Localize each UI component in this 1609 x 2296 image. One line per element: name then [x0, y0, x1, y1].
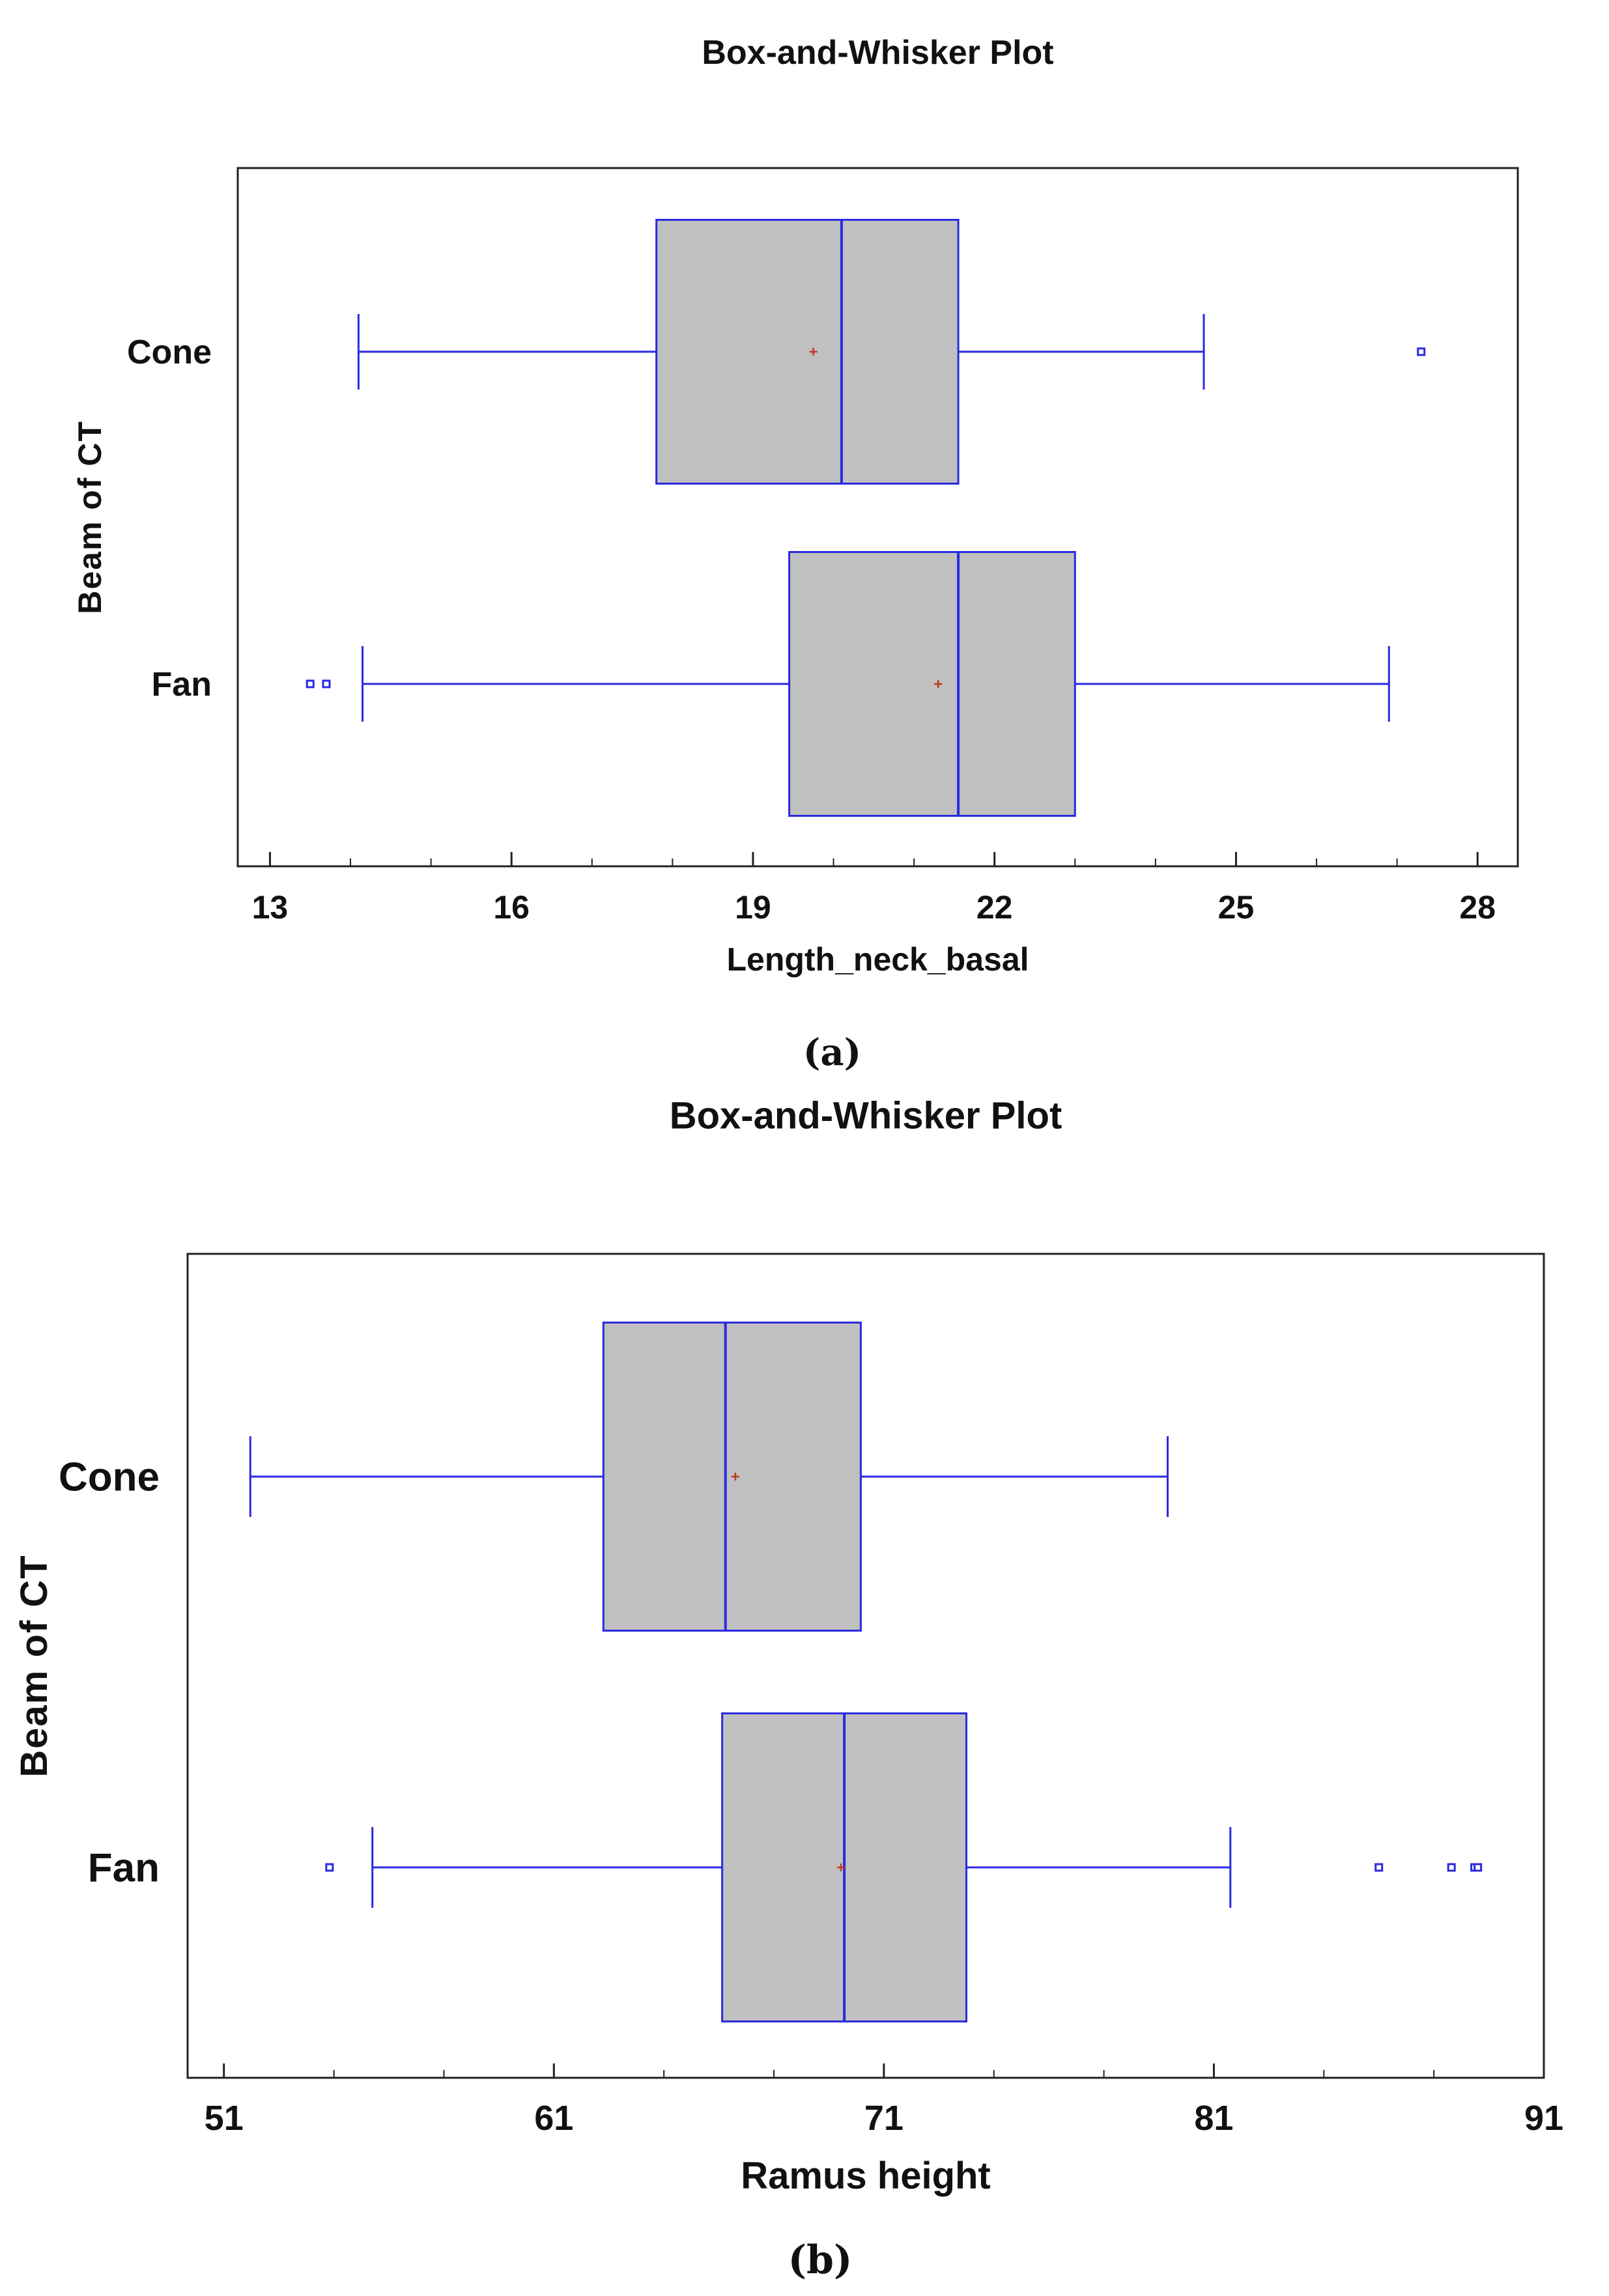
- chart-panel-a: Box-and-Whisker Plot 13 16 19 22 25 28 Length_n…: [0, 0, 1609, 1094]
- x-tick-label: 71: [864, 2099, 904, 2138]
- outlier-point-fan: [1474, 1863, 1483, 1872]
- plot-frame: [186, 1253, 1545, 2079]
- figure-caption: (a): [803, 1031, 861, 1074]
- category-label-cone: Cone: [127, 333, 212, 371]
- y-axis-label: Beam of CT: [72, 420, 108, 614]
- box-cone: [655, 219, 960, 485]
- chart-title: Box-and-Whisker Plot: [702, 34, 1053, 72]
- x-tick-label: 28: [1459, 889, 1496, 926]
- outlier-point-fan: [322, 679, 331, 688]
- plot-frame: [236, 167, 1519, 868]
- outlier-point-fan: [1374, 1863, 1384, 1872]
- x-axis-label: Ramus height: [741, 2155, 991, 2197]
- mean-marker-cone: [809, 348, 818, 356]
- chart-title: Box-and-Whisker Plot: [670, 1094, 1062, 1137]
- outlier-point-fan: [325, 1863, 334, 1872]
- outlier-point-fan: [306, 679, 315, 688]
- x-tick-label: 51: [205, 2099, 244, 2138]
- x-tick-label: 13: [252, 889, 289, 926]
- x-tick-label: 81: [1194, 2099, 1233, 2138]
- mean-marker-fan: [837, 1864, 846, 1871]
- box-plot-a: Box-and-Whisker Plot 13 16 19 22 25 28 Length_n…: [72, 34, 1519, 1074]
- box-fan: [788, 551, 1076, 817]
- x-tick-label: 16: [493, 889, 530, 926]
- x-tick-label: 22: [976, 889, 1013, 926]
- x-tick-label: 91: [1524, 2099, 1563, 2138]
- x-tick-label: 19: [735, 889, 771, 926]
- x-tick-label: 61: [534, 2099, 573, 2138]
- mean-marker-cone: [731, 1473, 739, 1481]
- category-label-cone: Cone: [59, 1455, 160, 1500]
- category-label-fan: Fan: [152, 666, 212, 703]
- outlier-point-cone: [1417, 347, 1426, 356]
- x-axis-label: Length_neck_basal: [726, 941, 1029, 978]
- box-plot-b: Box-and-Whisker Plot 51 61 71 81 91 Ramus heig…: [13, 1094, 1563, 2283]
- y-axis-label: Beam of CT: [13, 1554, 55, 1777]
- figure-caption: (b): [788, 2237, 853, 2283]
- category-label-fan: Fan: [88, 1846, 160, 1891]
- mean-marker-fan: [934, 680, 943, 688]
- x-tick-label: 25: [1218, 889, 1255, 926]
- outlier-point-fan: [1447, 1863, 1456, 1872]
- chart-panel-b: Box-and-Whisker Plot 51 61 71 81 91 Ramus heig…: [0, 1094, 1609, 2296]
